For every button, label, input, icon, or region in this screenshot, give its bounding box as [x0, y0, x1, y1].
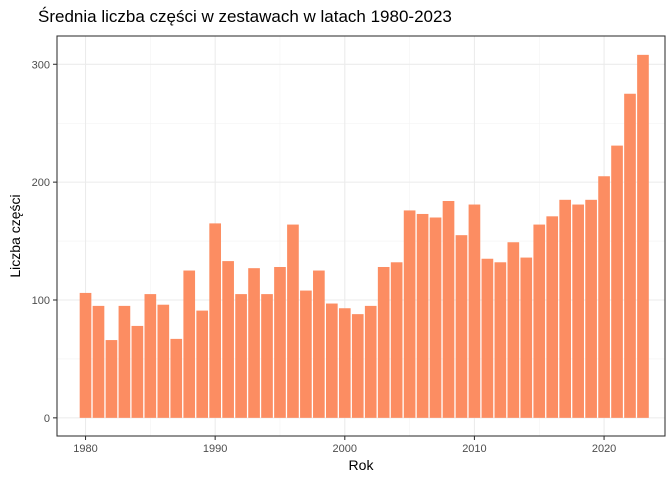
x-axis-title: Rok — [349, 457, 375, 473]
bar-2003 — [377, 266, 390, 418]
bar-2010 — [468, 204, 481, 418]
bar-2006 — [416, 213, 429, 418]
bar-2016 — [546, 216, 559, 418]
bar-2012 — [494, 262, 507, 418]
bar-1996 — [287, 224, 299, 418]
bar-1983 — [118, 305, 131, 418]
bar-2020 — [598, 176, 610, 418]
bar-1993 — [248, 268, 260, 418]
bar-1984 — [131, 325, 144, 418]
bar-2013 — [507, 242, 520, 418]
bar-2007 — [429, 217, 442, 418]
x-tick-label: 2020 — [592, 443, 616, 455]
bar-1994 — [261, 294, 273, 418]
bar-1990 — [209, 223, 221, 418]
chart-title: Średnia liczba części w zestawach w lata… — [38, 7, 452, 26]
bar-1986 — [157, 304, 170, 418]
bar-1999 — [325, 303, 338, 418]
bar-2004 — [390, 262, 403, 418]
y-tick-label: 0 — [44, 413, 50, 425]
bar-2005 — [403, 210, 416, 418]
bar-2002 — [364, 305, 377, 418]
x-tick-label: 1990 — [203, 443, 227, 455]
x-tick-label: 1980 — [73, 443, 97, 455]
bar-2019 — [585, 199, 597, 418]
bar-2023 — [637, 54, 649, 418]
bar-1987 — [170, 338, 183, 418]
bar-1992 — [235, 294, 247, 418]
bar-1997 — [300, 290, 312, 418]
bar-1989 — [196, 310, 209, 418]
bar-2008 — [442, 200, 455, 418]
x-axis: 1980 1990 2000 2010 2020 — [73, 436, 616, 455]
bar-1982 — [105, 340, 118, 418]
bars — [79, 54, 649, 418]
bar-2021 — [611, 145, 623, 418]
bar-2022 — [624, 93, 636, 418]
y-tick-label: 100 — [32, 295, 50, 307]
x-tick-label: 2010 — [462, 443, 486, 455]
bar-2001 — [351, 314, 364, 418]
bar-2000 — [338, 308, 351, 418]
bar-2011 — [481, 258, 494, 418]
panel-border — [56, 35, 666, 437]
bar-1998 — [313, 270, 325, 418]
bar-1981 — [92, 305, 105, 418]
bar-2015 — [533, 224, 546, 418]
bar-2018 — [572, 204, 584, 418]
y-axis-title: Liczba części — [7, 194, 23, 277]
bar-1995 — [274, 266, 286, 418]
x-tick-label: 2000 — [333, 443, 357, 455]
bar-1985 — [144, 294, 157, 418]
y-tick-label: 300 — [32, 59, 50, 71]
bar-1988 — [183, 270, 196, 418]
y-tick-label: 200 — [32, 177, 50, 189]
bar-2009 — [455, 235, 468, 418]
bar-1991 — [222, 261, 234, 418]
bar-2014 — [520, 257, 533, 418]
bar-2017 — [559, 199, 572, 418]
y-axis: 0 100 200 300 — [32, 59, 57, 425]
bar-1980 — [79, 292, 92, 418]
